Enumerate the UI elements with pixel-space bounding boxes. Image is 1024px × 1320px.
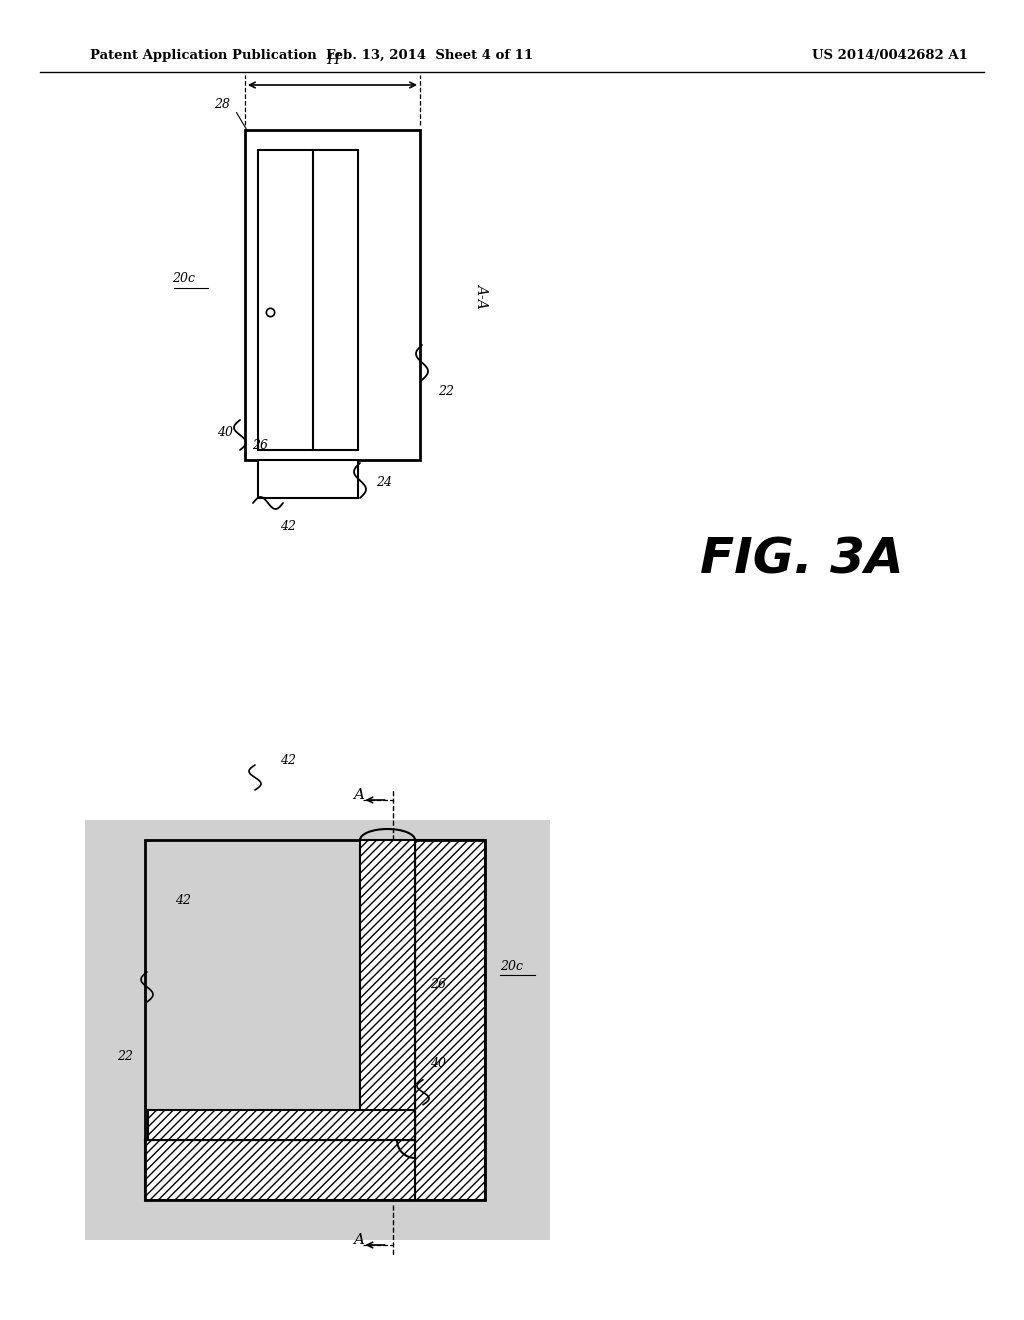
Text: 42: 42 [280, 520, 296, 533]
Text: Feb. 13, 2014  Sheet 4 of 11: Feb. 13, 2014 Sheet 4 of 11 [327, 49, 534, 62]
Text: 26: 26 [430, 978, 446, 990]
Text: FIG. 3A: FIG. 3A [700, 536, 903, 583]
Bar [415, 840, 485, 1200]
Text: A: A [353, 1233, 365, 1247]
Text: 42: 42 [280, 754, 296, 767]
Text: 28: 28 [214, 99, 230, 111]
Text: A: A [353, 788, 365, 803]
Text: US 2014/0042682 A1: US 2014/0042682 A1 [812, 49, 968, 62]
Text: H: H [326, 53, 339, 67]
Text: 24: 24 [376, 477, 392, 490]
Text: 42: 42 [175, 894, 191, 907]
Bar [360, 840, 415, 1138]
Bar [258, 459, 358, 498]
Text: A-A: A-A [475, 282, 489, 308]
Bar [258, 150, 358, 450]
Text: Patent Application Publication: Patent Application Publication [90, 49, 316, 62]
Text: 22: 22 [438, 385, 454, 399]
Text: 26: 26 [252, 440, 268, 451]
Bar [85, 820, 550, 1239]
Bar [245, 129, 420, 459]
Text: 20c: 20c [500, 960, 523, 973]
Bar [148, 1110, 415, 1140]
Bar [145, 840, 485, 1200]
Text: 20c: 20c [172, 272, 195, 285]
Bar [145, 1140, 415, 1200]
Text: 22: 22 [117, 1049, 133, 1063]
Text: 40: 40 [217, 425, 233, 438]
Text: 40: 40 [430, 1057, 446, 1069]
